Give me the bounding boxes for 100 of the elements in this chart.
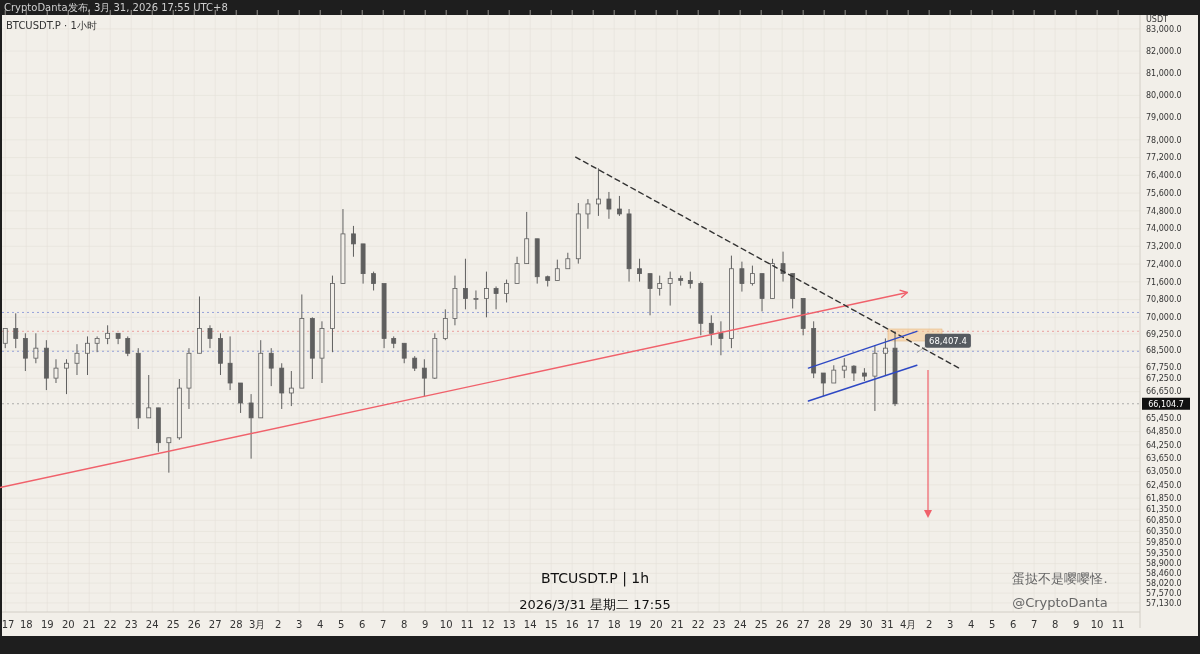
annotation: @CryptoDanta [1012, 595, 1108, 610]
y-tick-label: 69,250.0 [1146, 329, 1182, 339]
y-tick-label: 75,600.0 [1146, 188, 1182, 198]
y-tick-label: 83,000.0 [1146, 24, 1182, 34]
candlestick [64, 358, 69, 395]
x-tick-label: 23 [712, 619, 726, 630]
y-tick-label: 58,020.0 [1146, 578, 1182, 588]
y-tick-label: 62,450.0 [1146, 480, 1182, 490]
candlestick [238, 382, 243, 414]
candlestick [554, 259, 560, 281]
candlestick [288, 370, 294, 407]
candlestick [657, 275, 663, 297]
candlestick [207, 324, 213, 349]
x-tick-label: 10 [439, 619, 453, 630]
x-tick-label: 10 [1090, 619, 1104, 630]
candlestick [637, 258, 642, 283]
x-tick-label: 5 [338, 619, 345, 630]
x-tick-label: 14 [523, 619, 537, 630]
candlestick [739, 261, 745, 293]
x-tick-label: 26 [187, 619, 201, 630]
x-tick-label: 31 [880, 619, 894, 630]
candlestick [463, 258, 468, 310]
x-tick-label: 6 [1009, 619, 1017, 630]
x-tick-label: 12 [481, 619, 495, 630]
x-tick-label: 4月 [899, 619, 917, 630]
x-tick-label: 3 [946, 619, 954, 630]
x-tick-label: 4 [967, 619, 975, 630]
x-tick-label: 27 [796, 619, 810, 630]
annotation: 蛋挞不是嘤嘤怪. [1012, 571, 1108, 586]
y-tick-label: 59,350.0 [1146, 549, 1182, 559]
y-tick-label: 70,000.0 [1146, 313, 1182, 323]
y-axis-title: USDT [1146, 15, 1169, 24]
candlestick [22, 332, 28, 372]
candlestick [473, 289, 479, 310]
x-tick-label: 21 [670, 619, 684, 630]
x-tick-label: 20 [649, 619, 663, 630]
candlestick [585, 198, 591, 230]
candlestick [596, 167, 601, 217]
x-tick-label: 17 [1, 619, 15, 630]
x-tick-label: 26 [775, 619, 789, 630]
y-tick-label: 61,350.0 [1146, 505, 1182, 515]
x-tick-label: 28 [229, 619, 243, 630]
y-tick-label: 60,350.0 [1146, 527, 1182, 537]
x-tick-label: 3月 [249, 619, 266, 630]
x-tick-label: 11 [1111, 619, 1125, 630]
text: 2026/3/31 星期二 17:55 [519, 597, 671, 612]
candlestick [166, 437, 172, 474]
y-tick-label: 72,400.0 [1146, 259, 1182, 269]
x-tick-label: 24 [145, 619, 159, 630]
y-tick-label: 77,200.0 [1146, 153, 1182, 163]
candlestick [421, 358, 427, 397]
candlestick [442, 308, 448, 341]
x-tick-label: 15 [544, 619, 558, 630]
x-tick-label: 30 [859, 619, 873, 630]
candlestick [248, 393, 254, 460]
candlestick [504, 279, 509, 303]
candlestick [606, 191, 612, 220]
y-tick-label: 66,650.0 [1146, 387, 1182, 397]
candlestick [85, 335, 90, 376]
candlestick [820, 372, 826, 397]
x-tick-label: 17 [586, 619, 600, 630]
candlestick [872, 344, 878, 412]
x-tick-label: 18 [607, 619, 621, 630]
candlestick [718, 320, 724, 356]
x-tick-label: 11 [460, 619, 474, 630]
candlestick [268, 347, 274, 387]
candlestick [33, 332, 39, 364]
candlestick [780, 251, 786, 283]
x-tick-label: 2 [925, 619, 933, 630]
y-tick-label: 58,460.0 [1146, 569, 1182, 579]
y-tick-label: 82,000.0 [1146, 46, 1182, 56]
ref-line-label: 66,104.7 [1148, 399, 1184, 409]
y-tick-label: 57,130.0 [1146, 598, 1182, 608]
annotation: BTCUSDT.P · 1小时 [6, 20, 97, 31]
x-tick-label: 2 [275, 619, 282, 630]
candlestick [883, 337, 888, 376]
x-tick-label: 19 [40, 619, 54, 630]
candlestick [667, 271, 673, 307]
y-tick-label: 68,500.0 [1146, 346, 1182, 356]
x-tick-label: 9 [422, 619, 429, 630]
y-tick-label: 80,000.0 [1146, 91, 1182, 101]
x-tick-label: 22 [103, 619, 117, 630]
candlestick [401, 342, 407, 364]
x-tick-label: 21 [82, 619, 96, 630]
candlestick [514, 256, 520, 285]
x-tick-label: 8 [1051, 619, 1059, 630]
x-tick-label: 24 [733, 619, 747, 630]
x-tick-label: 25 [754, 619, 768, 630]
candlestick [750, 265, 755, 287]
candlestick [841, 357, 847, 379]
x-tick-label: 28 [817, 619, 831, 630]
y-tick-label: 74,000.0 [1146, 224, 1182, 234]
y-tick-label: 57,570.0 [1146, 588, 1182, 598]
x-tick-label: 29 [838, 619, 852, 630]
candlestick [351, 225, 356, 258]
x-tick-label: 18 [19, 619, 33, 630]
x-tick-label: 7 [1030, 619, 1038, 630]
x-tick-label: 6 [359, 619, 366, 630]
x-tick-label: 16 [565, 619, 579, 630]
candlestick [493, 285, 499, 310]
